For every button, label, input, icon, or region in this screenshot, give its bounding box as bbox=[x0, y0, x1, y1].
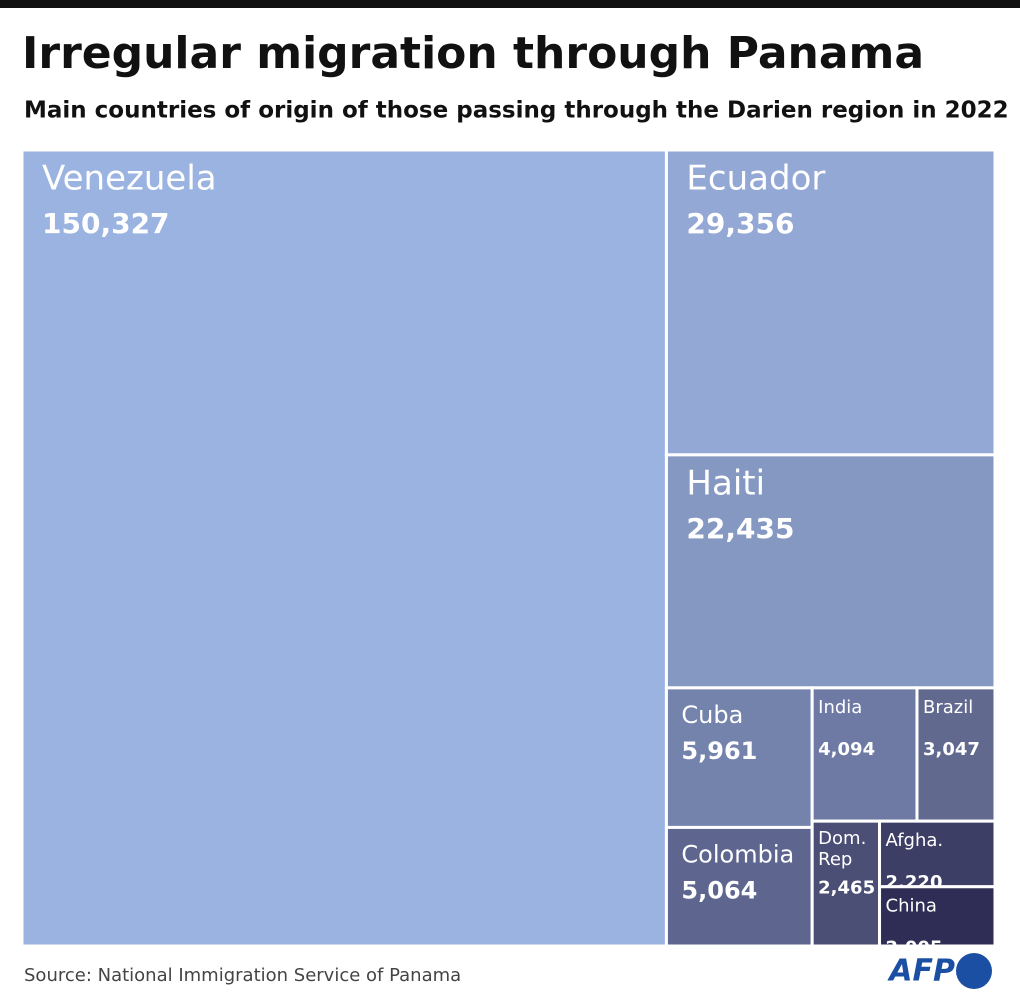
logo-circle bbox=[956, 953, 992, 989]
tile-name: Afgha. bbox=[886, 830, 944, 851]
tile-value: 5,064 bbox=[681, 876, 757, 904]
tile-rect bbox=[878, 819, 997, 889]
chart-subtitle: Main countries of origin of those passin… bbox=[24, 98, 1009, 124]
tile-name: Dom. Rep bbox=[818, 828, 866, 870]
tile-rect bbox=[664, 453, 997, 690]
tile-name: India bbox=[818, 697, 862, 718]
tile: Brazil 3,047 bbox=[915, 686, 997, 823]
chart-title: Irregular migration through Panama bbox=[22, 28, 924, 79]
tile: Ecuador 29,356 bbox=[664, 148, 997, 457]
tile-value: 4,094 bbox=[818, 739, 875, 760]
tile-rect bbox=[664, 148, 997, 457]
tile-value: 150,327 bbox=[42, 207, 170, 240]
tile: Dom. Rep 2,465 bbox=[810, 819, 882, 948]
source: Source: National Immigration Service of … bbox=[24, 965, 461, 986]
tile: Haiti 22,435 bbox=[664, 453, 997, 690]
tile-rect bbox=[810, 819, 882, 948]
tile-value: 2,005 bbox=[886, 938, 943, 959]
tile-name: Colombia bbox=[681, 840, 794, 868]
tile: India 4,094 bbox=[810, 686, 919, 823]
tile-name: Venezuela bbox=[42, 159, 217, 199]
tile-value: 2,465 bbox=[818, 878, 875, 899]
tile: Colombia 5,064 bbox=[664, 825, 814, 948]
tile-value: 5,961 bbox=[681, 737, 757, 765]
top-bar bbox=[0, 0, 1020, 8]
tile: Venezuela 150,327 bbox=[20, 148, 668, 948]
tile-name: Haiti bbox=[686, 463, 765, 503]
tile-value: 3,047 bbox=[923, 739, 980, 760]
tile-name: Ecuador bbox=[686, 159, 825, 199]
tile-rect bbox=[20, 148, 668, 948]
tile-name: China bbox=[886, 896, 937, 917]
tile-rect bbox=[878, 885, 997, 948]
tile-value: 29,356 bbox=[686, 207, 794, 240]
tile: Cuba 5,961 bbox=[664, 686, 814, 829]
tile-value: 22,435 bbox=[686, 512, 794, 545]
tile: China 2,005 bbox=[878, 885, 997, 959]
logo-text: AFP bbox=[887, 954, 955, 989]
tile-name: Brazil bbox=[923, 697, 973, 718]
tile: Afgha.2,220 bbox=[878, 819, 997, 893]
tile-rect bbox=[664, 825, 814, 948]
tile-name: Cuba bbox=[681, 701, 743, 729]
logo: AFP bbox=[887, 953, 992, 989]
